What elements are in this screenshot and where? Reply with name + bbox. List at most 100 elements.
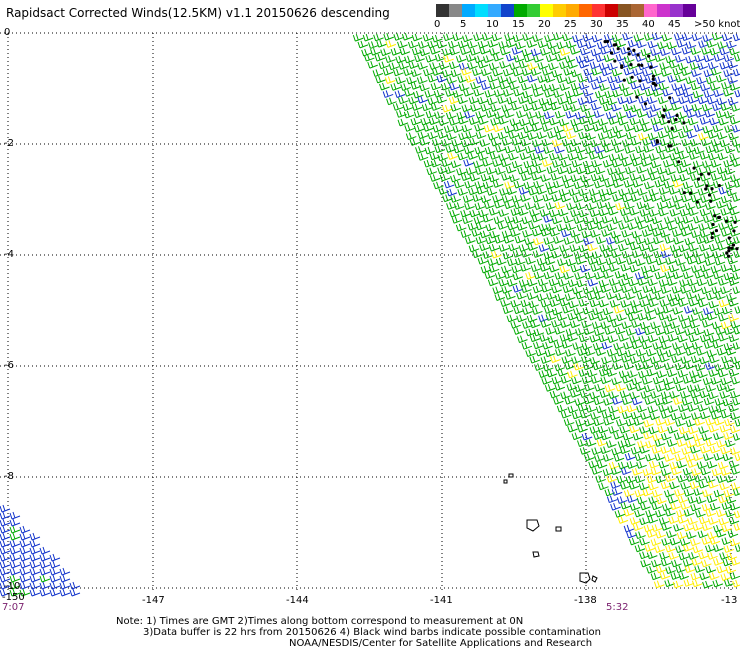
wind-barb bbox=[521, 285, 532, 294]
wind-barb bbox=[725, 347, 737, 356]
wind-barb bbox=[528, 118, 540, 126]
wind-barb bbox=[646, 167, 658, 175]
wind-barb bbox=[589, 209, 601, 218]
wind-barb bbox=[572, 342, 583, 350]
wind-barb bbox=[724, 181, 736, 190]
wind-barb bbox=[682, 271, 694, 280]
wind-barb bbox=[699, 208, 711, 217]
wind-barb bbox=[712, 251, 724, 259]
wind-barb bbox=[548, 209, 560, 218]
wind-barb bbox=[39, 560, 51, 569]
wind-barb bbox=[49, 553, 61, 562]
wind-barb bbox=[508, 131, 519, 139]
wind-barb bbox=[709, 537, 721, 545]
wind-barb bbox=[714, 257, 726, 266]
wind-barb bbox=[393, 68, 404, 77]
wind-barb bbox=[712, 124, 724, 133]
wind-barb bbox=[677, 62, 689, 71]
wind-barb bbox=[407, 40, 419, 49]
wind-barb bbox=[580, 104, 591, 113]
wind-barb bbox=[361, 48, 372, 57]
wind-barb bbox=[680, 286, 691, 294]
wind-barb bbox=[488, 265, 500, 273]
wind-barb bbox=[584, 110, 596, 119]
wind-barb bbox=[485, 223, 497, 232]
wind-barb bbox=[573, 307, 584, 316]
wind-barb bbox=[728, 460, 740, 469]
island-outline bbox=[532, 551, 540, 558]
wind-barb bbox=[516, 291, 527, 300]
wind-barb bbox=[621, 375, 633, 384]
wind-barb bbox=[640, 412, 651, 420]
wind-barb bbox=[625, 110, 637, 119]
wind-barb bbox=[589, 299, 601, 308]
wind-barb bbox=[558, 118, 570, 127]
wind-barb bbox=[552, 139, 563, 147]
wind-barb bbox=[549, 229, 560, 237]
contamination-dot bbox=[732, 229, 736, 233]
wind-barb bbox=[601, 341, 613, 350]
wind-barb bbox=[620, 47, 631, 55]
wind-barb bbox=[698, 132, 709, 141]
wind-barb bbox=[629, 356, 641, 364]
wind-barb bbox=[415, 146, 426, 154]
wind-barb bbox=[674, 362, 686, 371]
wind-barb bbox=[637, 278, 648, 286]
wind-barb bbox=[634, 258, 646, 267]
wind-barb bbox=[651, 446, 663, 454]
wind-barb bbox=[627, 39, 639, 48]
wind-barb bbox=[528, 300, 539, 309]
wind-barb bbox=[614, 167, 626, 176]
wind-barb bbox=[548, 264, 560, 273]
wind-barb bbox=[432, 124, 444, 133]
wind-barb bbox=[699, 83, 711, 92]
wind-barb bbox=[529, 334, 541, 343]
latitude-label: -6 bbox=[4, 360, 14, 371]
wind-barb bbox=[601, 216, 613, 224]
wind-barb bbox=[574, 272, 585, 280]
wind-barb bbox=[703, 341, 715, 349]
wind-barb bbox=[624, 146, 636, 154]
wind-barb bbox=[733, 250, 740, 258]
wind-barb bbox=[688, 298, 699, 307]
wind-barb bbox=[624, 452, 636, 461]
wind-barb bbox=[646, 96, 658, 105]
wind-barb bbox=[524, 145, 536, 154]
wind-barb bbox=[39, 567, 51, 576]
wind-barb bbox=[664, 418, 675, 426]
wind-barb bbox=[697, 299, 709, 308]
wind-barb bbox=[621, 355, 632, 363]
wind-barb bbox=[29, 574, 41, 583]
wind-barb bbox=[587, 278, 599, 287]
wind-barb bbox=[590, 195, 602, 204]
wind-barb bbox=[550, 47, 561, 56]
wind-barb bbox=[531, 228, 543, 237]
wind-barb bbox=[639, 174, 651, 182]
wind-barb bbox=[675, 419, 686, 427]
wind-barb bbox=[645, 453, 656, 462]
wind-barb bbox=[661, 523, 672, 531]
wind-barb bbox=[506, 96, 518, 105]
wind-barb bbox=[586, 75, 598, 83]
wind-barb bbox=[540, 174, 551, 182]
wind-barb bbox=[413, 110, 425, 119]
wind-barb bbox=[402, 103, 414, 112]
wind-barb bbox=[724, 145, 736, 154]
wind-barb bbox=[636, 40, 647, 49]
wind-barb bbox=[429, 62, 440, 70]
contamination-dot bbox=[651, 77, 655, 81]
legend-swatch bbox=[436, 4, 449, 17]
wind-barb bbox=[572, 124, 584, 133]
wind-barb bbox=[546, 166, 558, 174]
wind-barb bbox=[668, 481, 680, 490]
wind-barb bbox=[543, 215, 554, 223]
legend-swatch bbox=[475, 4, 488, 17]
wind-barb bbox=[654, 453, 666, 461]
wind-barb bbox=[685, 531, 697, 540]
wind-barb bbox=[686, 110, 697, 118]
wind-barb bbox=[477, 96, 488, 105]
wind-barb bbox=[501, 286, 512, 294]
wind-barb bbox=[684, 328, 695, 336]
wind-barb bbox=[658, 279, 670, 287]
wind-barb bbox=[710, 193, 721, 202]
